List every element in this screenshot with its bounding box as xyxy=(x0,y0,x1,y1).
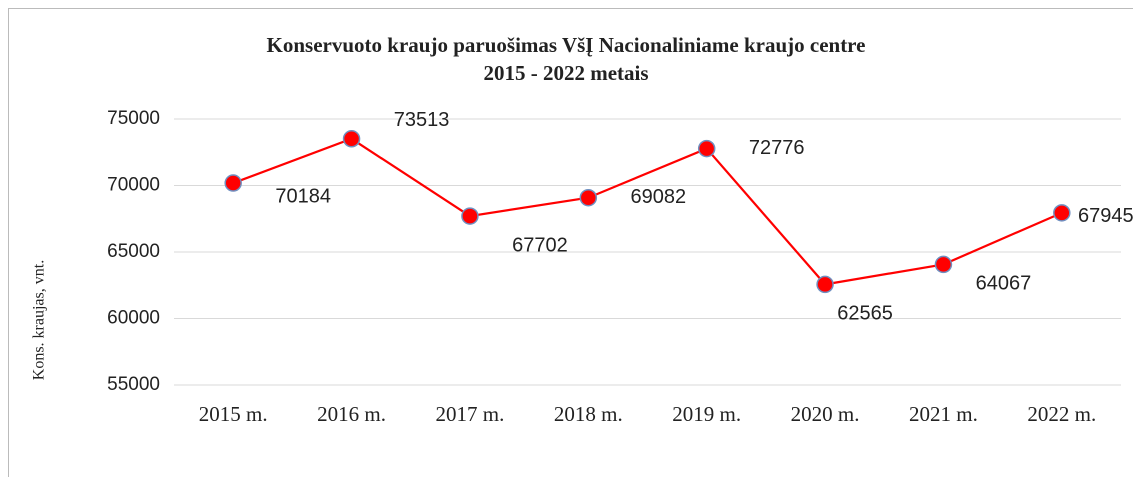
marker xyxy=(461,207,479,225)
x-tick-label: 2019 m. xyxy=(672,402,741,426)
data-label: 67702 xyxy=(512,234,568,256)
y-tick-label: 70000 xyxy=(107,175,160,196)
data-label: 69082 xyxy=(631,186,687,208)
marker xyxy=(697,139,716,158)
x-tick-label: 2015 m. xyxy=(199,402,268,426)
chart-title: 2015 - 2022 metais xyxy=(483,61,648,85)
data-label: 64067 xyxy=(976,273,1032,295)
x-tick-label: 2017 m. xyxy=(436,402,505,426)
marker xyxy=(579,188,598,207)
y-tick-label: 55000 xyxy=(107,374,160,395)
data-label: 73513 xyxy=(394,109,450,131)
marker xyxy=(224,174,242,192)
x-tick-label: 2018 m. xyxy=(554,402,623,426)
y-tick-label: 75000 xyxy=(107,108,160,129)
data-label: 67945 xyxy=(1078,205,1133,227)
chart-title: Konservuoto kraujo paruošimas VšĮ Nacion… xyxy=(267,33,866,57)
marker xyxy=(342,130,361,148)
marker xyxy=(1053,204,1071,222)
chart-border xyxy=(8,8,1133,477)
data-label: 62565 xyxy=(837,303,893,325)
data-label: 72776 xyxy=(749,137,805,159)
y-tick-label: 65000 xyxy=(107,241,160,262)
x-tick-label: 2021 m. xyxy=(909,402,978,426)
marker xyxy=(934,255,953,274)
line xyxy=(232,137,1063,286)
y-tick-label: 60000 xyxy=(107,308,160,329)
x-tick-label: 2020 m. xyxy=(791,402,860,426)
marker xyxy=(816,275,834,294)
x-tick-label: 2016 m. xyxy=(317,402,386,426)
y-axis-label: Kons. kraujas, vnt. xyxy=(31,260,48,380)
data-label: 70184 xyxy=(275,185,331,207)
x-tick-label: 2022 m. xyxy=(1027,402,1096,426)
